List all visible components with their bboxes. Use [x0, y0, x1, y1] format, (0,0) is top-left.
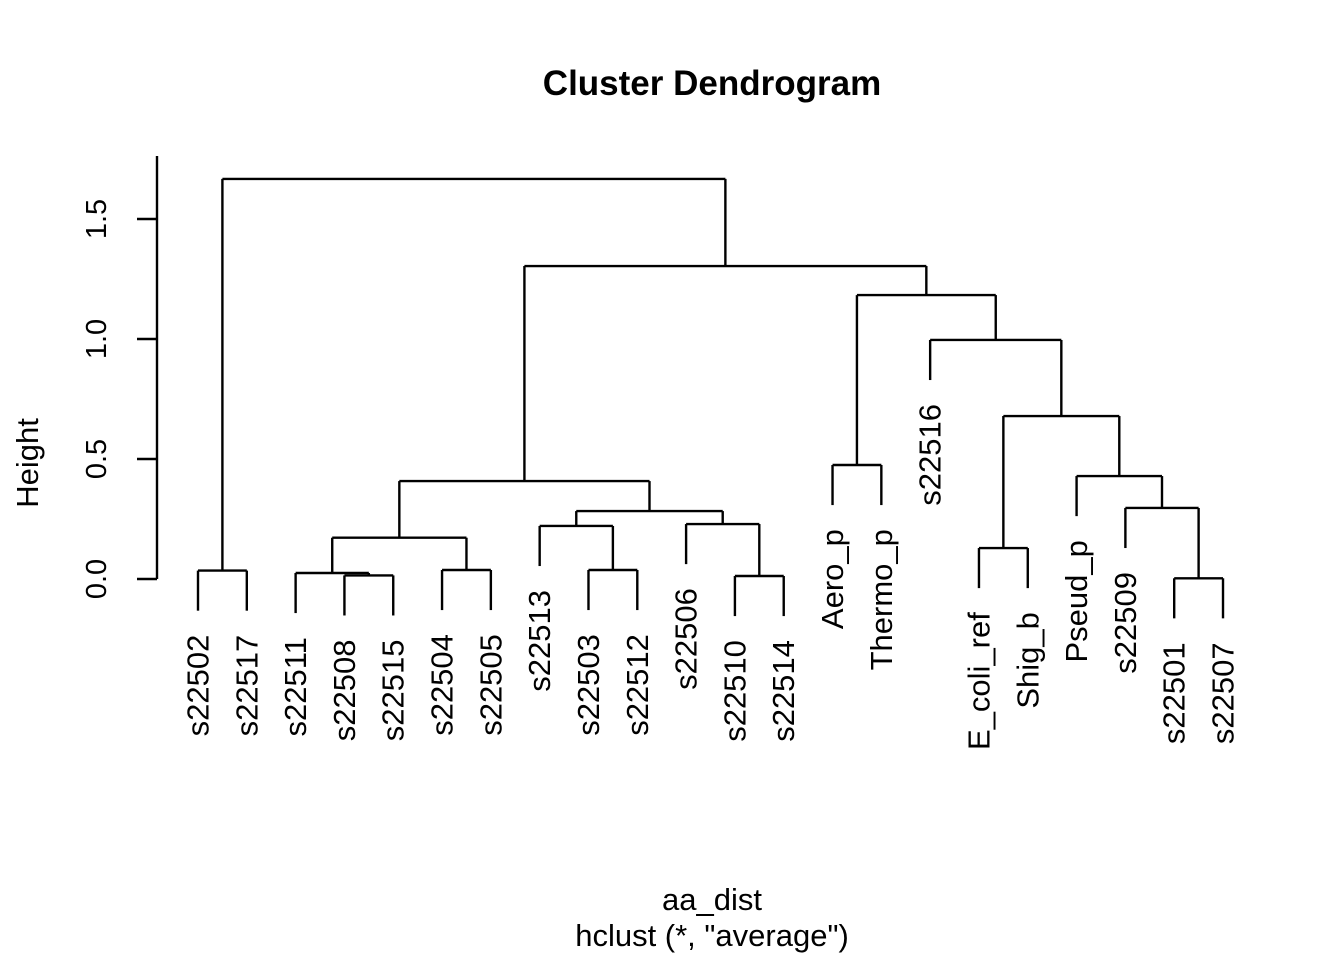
leaf-label-s22501: s22501 — [1157, 642, 1192, 744]
x-axis-caption-line1: aa_dist — [662, 882, 762, 917]
leaf-label-Aero_p: Aero_p — [815, 529, 850, 629]
leaf-label-s22503: s22503 — [571, 634, 606, 736]
y-tick-label-0.5: 0.5 — [81, 439, 113, 479]
leaf-label-s22514: s22514 — [766, 640, 801, 742]
leaf-label-s22509: s22509 — [1108, 572, 1143, 674]
leaf-label-s22515: s22515 — [376, 639, 411, 741]
leaf-label-s22504: s22504 — [425, 634, 460, 736]
leaf-label-s22507: s22507 — [1206, 642, 1241, 744]
leaf-label-s22511: s22511 — [278, 637, 313, 736]
y-tick-label-0.0: 0.0 — [81, 559, 113, 599]
leaf-label-s22502: s22502 — [181, 635, 216, 737]
leaf-label-s22505: s22505 — [473, 634, 508, 736]
chart-title: Cluster Dendrogram — [542, 64, 882, 103]
leaf-label-s22516: s22516 — [913, 404, 948, 506]
leaf-label-s22513: s22513 — [522, 590, 557, 692]
y-tick-label-1.5: 1.5 — [81, 199, 113, 239]
y-tick-label-1.0: 1.0 — [81, 319, 113, 359]
leaf-label-s22512: s22512 — [620, 634, 655, 736]
leaf-label-Pseud_p: Pseud_p — [1059, 540, 1094, 662]
leaf-label-Thermo_p: Thermo_p — [864, 529, 899, 670]
leaf-label-s22517: s22517 — [229, 635, 264, 737]
leaf-label-s22506: s22506 — [669, 588, 704, 690]
leaf-label-Shig_b: Shig_b — [1010, 612, 1045, 709]
leaf-label-s22510: s22510 — [717, 640, 752, 742]
y-axis-title: Height — [10, 418, 45, 508]
leaf-label-E_coli_ref: E_coli_ref — [961, 612, 996, 750]
x-axis-caption-line2: hclust (*, "average") — [575, 918, 849, 953]
leaf-label-s22508: s22508 — [327, 639, 362, 741]
